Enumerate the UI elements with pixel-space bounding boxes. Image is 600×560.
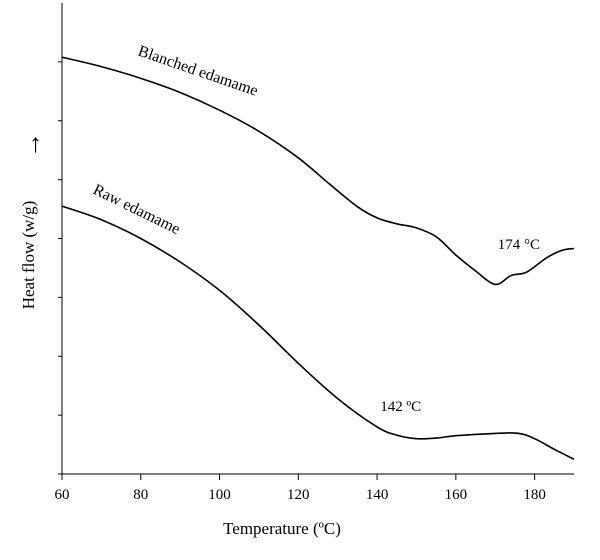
peak-annotation: 142 ºC (380, 399, 421, 415)
y-axis-label: Heat flow (w/g) (19, 201, 38, 310)
y-axis-title: Heat flow (w/g) → (17, 132, 46, 309)
series-label: Raw edamame (90, 181, 183, 238)
annotations: 174 °C 142 ºC (380, 237, 540, 415)
x-tick-label: 60 (55, 487, 70, 503)
x-tick-label: 80 (133, 487, 148, 503)
series-labels: Blanched edamame Raw edamame (90, 43, 260, 238)
series-line-blanched-edamame (61, 56, 575, 286)
x-tick-label: 100 (208, 487, 231, 503)
series-line-raw-edamame (61, 205, 575, 461)
x-tick-label: 120 (287, 487, 310, 503)
series-label: Blanched edamame (136, 43, 260, 100)
up-arrow-icon: → (17, 132, 46, 158)
x-tick-label: 140 (366, 487, 389, 503)
x-axis-label: Temperature (ºC) (223, 519, 341, 538)
axes: 60 80 100 120 140 160 180 (55, 3, 574, 503)
x-tick-label: 180 (523, 487, 546, 503)
x-tick-label: 160 (445, 487, 468, 503)
plot-area (61, 56, 575, 461)
peak-annotation: 174 °C (498, 237, 540, 253)
